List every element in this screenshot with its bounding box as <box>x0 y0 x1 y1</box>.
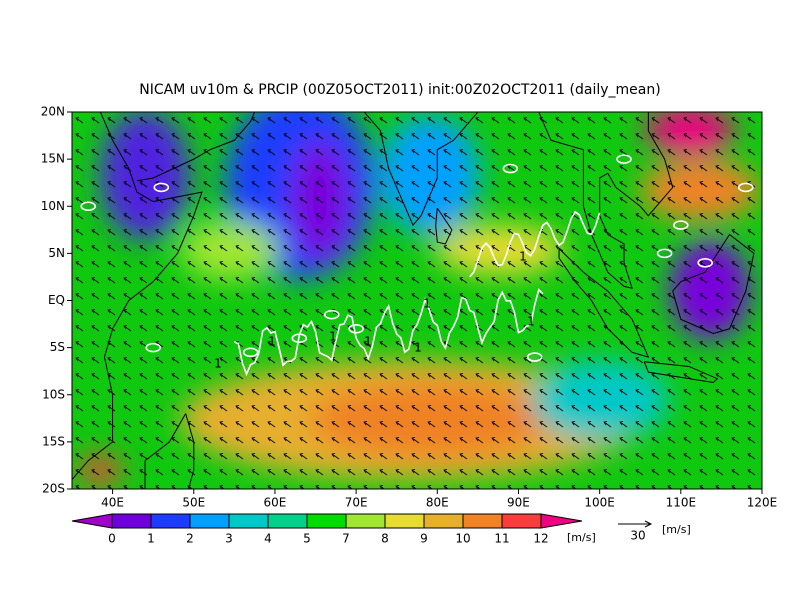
x-tick-label: 80E <box>426 496 449 510</box>
y-tick-label: 5N <box>48 246 65 260</box>
coast <box>144 413 195 489</box>
y-tick-label: 20N <box>41 105 65 119</box>
colorbar-box <box>228 513 269 529</box>
colorbar-label: 11 <box>494 532 509 546</box>
y-tick-label: 10S <box>42 387 65 401</box>
colorbar-label: 4 <box>264 532 272 546</box>
colorbar-box <box>462 513 503 529</box>
colorbar-box <box>111 513 152 529</box>
x-tick-label: 120E <box>747 496 778 510</box>
precip-contour <box>233 288 544 377</box>
y-tick-label: EQ <box>48 293 65 307</box>
contour-label: 1 <box>329 330 337 344</box>
axes: 40E 50E 60E 70E 80E 90E 100E 110E 120E20N15N10N5… <box>41 105 778 510</box>
colorbar-box <box>345 513 386 529</box>
coast <box>435 207 453 245</box>
precip-cell <box>526 352 543 362</box>
precip-cell <box>348 323 364 334</box>
precip-cell <box>291 333 308 344</box>
precip-cell <box>616 154 632 164</box>
precip-cell <box>697 257 713 268</box>
colorbar-label: 2 <box>186 532 194 546</box>
contour-label: 1 <box>527 315 535 329</box>
y-tick-label: 15S <box>42 434 65 448</box>
colorbar-label: 7 <box>342 532 350 546</box>
precip-cell <box>145 342 161 353</box>
contour-label: 1 <box>414 341 422 355</box>
wind-speed-field <box>72 112 762 489</box>
coast <box>72 112 203 480</box>
colorbar-extend-high <box>540 513 583 529</box>
colorbar-box <box>501 513 542 529</box>
contour-label: 1 <box>519 250 527 264</box>
colorbar-box <box>267 513 308 529</box>
y-tick-label: 10N <box>41 199 65 213</box>
reference-vector-unit: [m/s] <box>662 523 691 536</box>
coast <box>363 112 479 227</box>
contour-labels: 1 1 1 1 1 1 1 1 <box>214 250 535 371</box>
precip-cell <box>656 248 673 259</box>
reference-vector: 30 [m/s] <box>618 520 691 543</box>
colorbar-label: 9 <box>420 532 428 546</box>
y-tick-label: 20S <box>42 482 65 496</box>
colorbar-label: 8 <box>381 532 389 546</box>
precip-cell <box>323 309 340 320</box>
colorbar-label: 0 <box>108 532 116 546</box>
precip-cell <box>502 163 519 174</box>
y-tick-label: 15N <box>41 152 65 166</box>
colorbar-unit: [m/s] <box>567 531 596 544</box>
colorbar-label: 12 <box>533 532 548 546</box>
colorbar-box <box>306 513 347 529</box>
precip-cell <box>242 347 259 358</box>
contour-label: 1 <box>214 357 222 371</box>
colorbar-label: 3 <box>225 532 233 546</box>
precip-contours <box>80 154 754 377</box>
colorbar-label: 5 <box>303 532 311 546</box>
precip-cell <box>153 182 170 193</box>
precip-contour <box>469 210 601 278</box>
coast <box>672 233 755 335</box>
map-title: NICAM uv10m & PRCIP (00Z05OCT2011) init:… <box>139 82 660 98</box>
contour-label: 1 <box>423 297 431 311</box>
colorbar-box <box>189 513 230 529</box>
x-tick-label: 90E <box>507 496 530 510</box>
contour-label: 1 <box>268 335 276 349</box>
x-tick-label: 50E <box>182 496 205 510</box>
x-tick-label: 60E <box>264 496 287 510</box>
coast <box>136 112 256 182</box>
x-tick-label: 40E <box>101 496 124 510</box>
precip-cell <box>673 220 689 230</box>
coastline <box>72 112 755 489</box>
contour-label: 1 <box>364 335 372 349</box>
x-tick-label: 110E <box>666 496 697 510</box>
colorbar-label: 1 <box>147 532 155 546</box>
precip-cell <box>737 182 754 193</box>
precip-cell <box>80 201 97 212</box>
x-tick-label: 70E <box>345 496 368 510</box>
colorbar-box <box>384 513 425 529</box>
reference-vector-label: 30 <box>630 529 645 543</box>
colorbar-label: 10 <box>455 532 470 546</box>
x-tick-label: 100E <box>584 496 615 510</box>
colorbar-box <box>423 513 464 529</box>
colorbar-box <box>150 513 191 529</box>
coast <box>643 361 719 384</box>
y-tick-label: 5S <box>50 340 65 354</box>
colorbar: 0 1 2 3 4 5 7 8 9 10 11 12 [m/s] <box>71 513 596 546</box>
colorbar-extend-low <box>71 513 113 529</box>
coast <box>538 112 674 289</box>
coast <box>558 248 650 358</box>
